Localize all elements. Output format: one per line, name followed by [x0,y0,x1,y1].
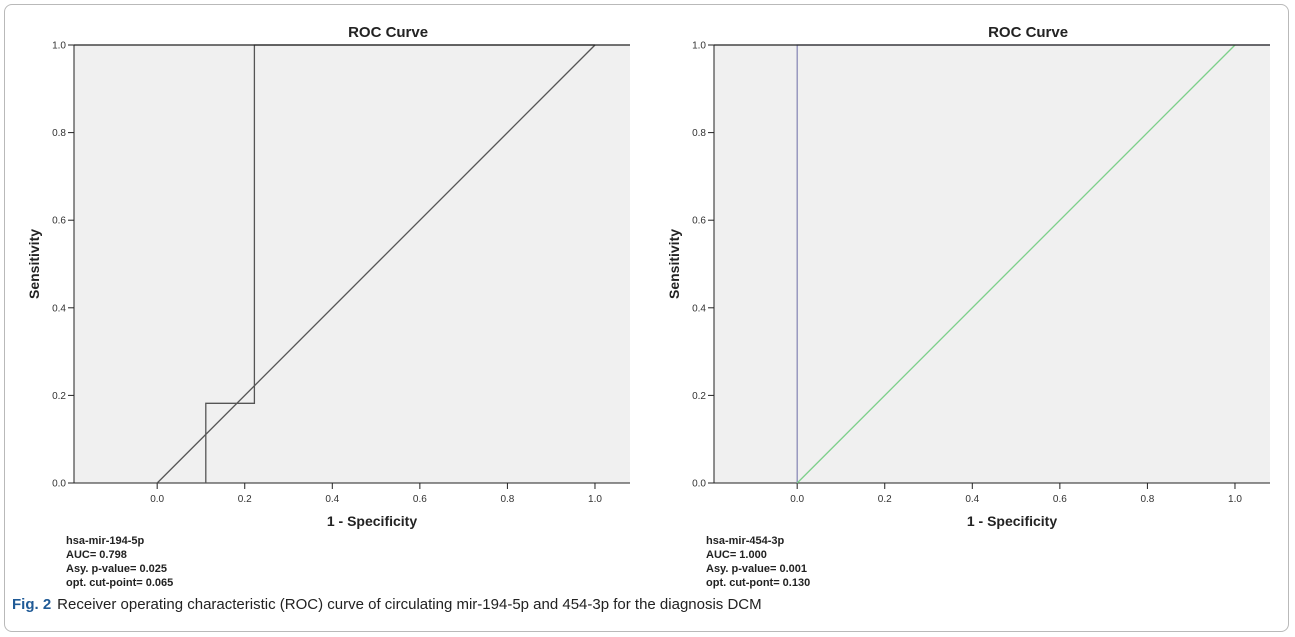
figure-caption-text: Receiver operating characteristic (ROC) … [57,596,762,613]
stats-line: opt. cut-pont= 0.130 [706,577,810,589]
y-tick-label: 0.6 [52,216,66,227]
x-tick-label: 0.0 [150,494,164,505]
stats-line: opt. cut-point= 0.065 [66,577,173,589]
figure-caption-label: Fig. 2 [12,596,52,613]
x-tick-label: 0.4 [965,494,979,505]
stats-line: Asy. p-value= 0.001 [706,563,807,575]
x-tick-label: 0.4 [325,494,339,505]
reference-line [156,44,596,484]
stats-line: Asy. p-value= 0.025 [66,563,167,575]
plot-area [714,45,1270,483]
roc-chart-mir-454-3p: ROC Curve 0.0 0.2 0.4 0.6 0.8 1.0 0.0 0.2 0.4 0.6 0… [666,24,1270,589]
x-axis-label: 1 - Specificity [967,513,1057,529]
x-tick-label: 0.0 [790,494,804,505]
x-tick-label: 0.2 [878,494,892,505]
y-tick-label: 1.0 [52,41,66,52]
y-tick-label: 0.4 [52,303,66,314]
stats-line: hsa-mir-454-3p [706,535,785,547]
plot-title: ROC Curve [348,24,428,41]
y-axis-label: Sensitivity [666,229,682,299]
stats-line: hsa-mir-194-5p [66,535,145,547]
x-tick-label: 0.6 [1053,494,1067,505]
y-axis-label: Sensitivity [26,229,42,299]
y-tick-label: 0.2 [692,391,706,402]
y-tick-label: 0.0 [52,479,66,490]
reference-line [796,44,1236,484]
x-tick-label: 0.2 [238,494,252,505]
y-tick-label: 0.0 [692,479,706,490]
x-axis-label: 1 - Specificity [327,513,417,529]
x-tick-label: 1.0 [1228,494,1242,505]
x-tick-label: 1.0 [588,494,602,505]
x-tick-label: 0.8 [500,494,514,505]
figure-caption: Fig. 2 Receiver operating characteristic … [12,596,762,613]
roc-chart-mir-194-5p: ROC Curve 0.0 0.2 0.4 0.6 0.8 1.0 0.0 0.2 0.4 0.6 0… [26,24,630,589]
stats-line: AUC= 0.798 [66,549,127,561]
y-tick-label: 1.0 [692,41,706,52]
y-tick-label: 0.8 [52,128,66,139]
y-tick-label: 0.8 [692,128,706,139]
y-tick-label: 0.4 [692,303,706,314]
plot-title: ROC Curve [988,24,1068,41]
plot-area [74,45,630,483]
y-tick-label: 0.2 [52,391,66,402]
stats-line: AUC= 1.000 [706,549,767,561]
x-tick-label: 0.6 [413,494,427,505]
x-tick-label: 0.8 [1140,494,1154,505]
y-tick-label: 0.6 [692,216,706,227]
